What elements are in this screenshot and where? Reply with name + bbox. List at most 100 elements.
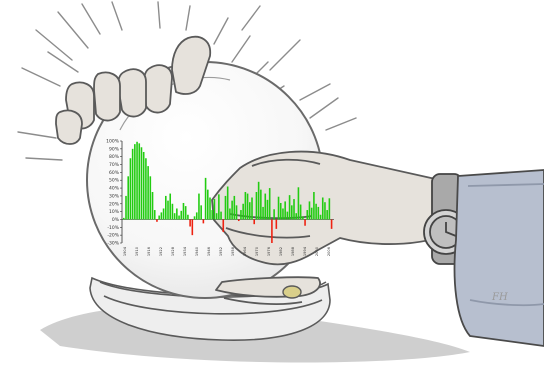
y-tick-label: 50% bbox=[109, 178, 120, 184]
bar-positive bbox=[242, 203, 244, 220]
bar-negative bbox=[189, 219, 191, 227]
bar-positive bbox=[138, 143, 141, 220]
bar-positive bbox=[142, 151, 145, 220]
bar-positive bbox=[123, 217, 125, 220]
y-tick-label: -10% bbox=[107, 225, 119, 231]
bar-positive bbox=[226, 186, 229, 220]
bar-negative bbox=[271, 219, 273, 243]
y-axis: -30% -20% -10% 0% 10% 20% 30%40% 50% 60% 70% 80% 90… bbox=[106, 139, 123, 247]
bar-positive bbox=[171, 203, 174, 220]
bar-positive bbox=[215, 213, 218, 220]
bar-positive bbox=[176, 208, 178, 220]
x-tick-label: 1994 bbox=[303, 246, 307, 256]
bar-positive bbox=[249, 202, 251, 220]
x-tick-label: 1964 bbox=[243, 246, 247, 256]
bar-positive bbox=[310, 207, 313, 220]
y-tick-label: -20% bbox=[107, 233, 119, 239]
bar-positive bbox=[315, 203, 317, 220]
bar-positive bbox=[297, 187, 300, 220]
bar-positive bbox=[313, 192, 315, 220]
x-tick-label: 2000 bbox=[315, 246, 319, 256]
x-tick-label: 2006 bbox=[327, 246, 331, 256]
bar-positive bbox=[218, 194, 220, 220]
bar-positive bbox=[251, 197, 253, 220]
bar-positive bbox=[220, 211, 222, 220]
bar-positive bbox=[173, 213, 176, 220]
x-tick-label: 1976 bbox=[267, 246, 271, 256]
bar-positive bbox=[158, 215, 160, 220]
bar-positive bbox=[160, 212, 163, 220]
bar-positive bbox=[198, 193, 200, 220]
bar-positive bbox=[302, 216, 304, 220]
y-tick-label: 20% bbox=[109, 201, 120, 207]
bar-positive bbox=[184, 206, 187, 220]
bar-positive bbox=[134, 144, 136, 220]
bar-positive bbox=[147, 166, 149, 220]
bar-positive bbox=[233, 195, 236, 220]
x-tick-label: 1970 bbox=[255, 246, 259, 256]
bar-positive bbox=[182, 202, 185, 220]
y-tick-label: -30% bbox=[107, 241, 119, 247]
bar-positive bbox=[213, 199, 216, 220]
bar-positive bbox=[299, 204, 302, 220]
bar-positive bbox=[306, 210, 309, 220]
bar-positive bbox=[264, 193, 267, 220]
bar-positive bbox=[200, 205, 202, 220]
y-tick-label: 10% bbox=[109, 209, 120, 215]
bar-positive bbox=[279, 202, 282, 220]
bar-positive bbox=[125, 195, 127, 220]
bar-negative bbox=[202, 219, 205, 224]
x-tick-label: 1982 bbox=[279, 247, 283, 256]
bar-positive bbox=[140, 147, 143, 220]
bar-negative bbox=[253, 219, 256, 225]
bar-positive bbox=[149, 176, 152, 220]
bar-negative bbox=[222, 219, 225, 233]
bar-positive bbox=[178, 215, 180, 220]
bar-positive bbox=[246, 193, 249, 220]
bar-positive bbox=[268, 188, 271, 220]
bar-positive bbox=[324, 202, 326, 220]
bar-positive bbox=[224, 195, 227, 220]
bar-positive bbox=[207, 189, 209, 220]
bar-positive bbox=[231, 200, 233, 220]
bar-positive bbox=[260, 189, 262, 220]
bar-positive bbox=[262, 206, 264, 220]
bar-positive bbox=[293, 199, 295, 220]
x-tick-label: 1910 bbox=[135, 246, 139, 256]
x-tick-label: 1928 bbox=[171, 246, 175, 256]
bar-positive bbox=[151, 192, 154, 220]
x-tick-label: 1904 bbox=[123, 246, 127, 256]
x-tick-label: 1958 bbox=[231, 246, 235, 256]
bar-positive bbox=[326, 210, 328, 220]
bar-negative bbox=[191, 219, 194, 236]
bar-positive bbox=[153, 210, 156, 220]
x-tick-label: 1946 bbox=[207, 246, 211, 256]
hand-icon bbox=[55, 35, 212, 145]
bar-positive bbox=[180, 210, 183, 220]
bar-negative bbox=[275, 219, 278, 229]
chart-bars bbox=[123, 141, 333, 243]
bar-positive bbox=[235, 205, 238, 220]
bar-chart: -30% -20% -10% 0% 10% 20% 30%40% 50% 60% 70% 80% 90… bbox=[106, 139, 334, 256]
ring-icon bbox=[282, 285, 302, 299]
bar-negative bbox=[304, 219, 306, 226]
bar-positive bbox=[127, 176, 130, 220]
y-tick-label: 100% bbox=[106, 139, 120, 145]
wristwatch-icon bbox=[423, 173, 469, 265]
bar-positive bbox=[167, 200, 169, 220]
bar-positive bbox=[295, 213, 298, 220]
bar-positive bbox=[282, 208, 284, 220]
x-tick-label: 1988 bbox=[291, 246, 295, 256]
shirt-sleeve bbox=[453, 169, 544, 347]
y-tick-label: 60% bbox=[109, 170, 120, 176]
bar-positive bbox=[209, 197, 211, 220]
bar-positive bbox=[317, 206, 320, 220]
bar-positive bbox=[319, 214, 322, 220]
bar-positive bbox=[131, 148, 134, 220]
bar-positive bbox=[321, 197, 324, 220]
y-tick-label: 0% bbox=[112, 217, 120, 223]
x-tick-label: 1952 bbox=[219, 247, 223, 256]
bar-positive bbox=[266, 199, 269, 220]
bar-positive bbox=[291, 205, 293, 220]
